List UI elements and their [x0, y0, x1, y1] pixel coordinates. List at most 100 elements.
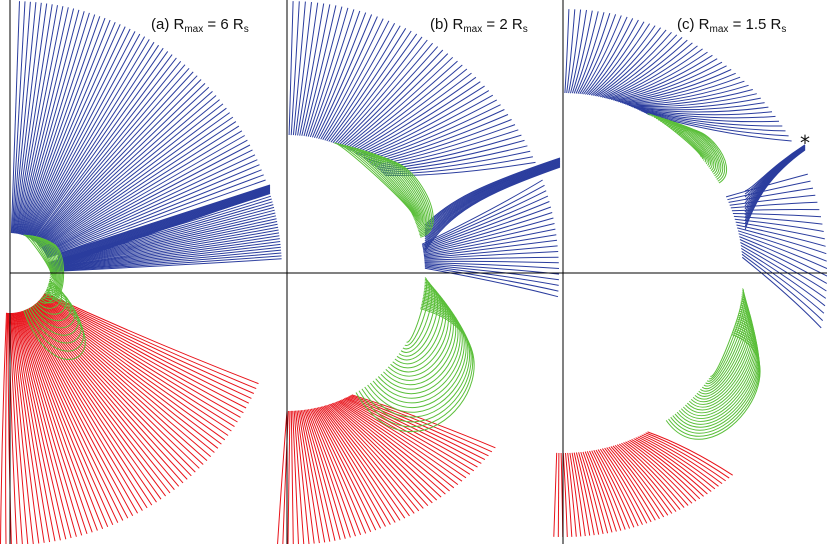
field-line-south: [631, 438, 704, 497]
field-line-north: [594, 27, 662, 97]
closed-loop: [685, 316, 757, 414]
field-line-south: [326, 404, 420, 512]
closed-loop: [25, 291, 84, 352]
closed-loop: [368, 156, 429, 234]
field-line-north: [307, 7, 349, 137]
closed-loop: [35, 238, 60, 294]
field-line-south: [33, 305, 188, 480]
field-line-south: [315, 407, 382, 529]
field-line-north: [26, 28, 131, 238]
closed-loop: [29, 288, 79, 336]
field-line-south: [571, 452, 586, 537]
closed-loop: [690, 310, 754, 405]
field-line-south: [323, 405, 410, 517]
panel-a-north-open-field-lines: [10, 1, 282, 273]
field-line-north: [326, 25, 401, 142]
field-line-north: [424, 158, 561, 230]
field-line-north: [48, 201, 273, 265]
field-line-south: [305, 409, 346, 539]
field-line-south: [614, 444, 673, 514]
field-line-north: [332, 33, 418, 144]
field-line-south: [608, 446, 660, 519]
field-line-north: [340, 46, 439, 147]
closed-loop: [372, 299, 465, 404]
field-line-south: [37, 301, 215, 453]
field-line-north: [566, 9, 576, 94]
closed-loop: [31, 286, 76, 329]
field-line-south: [637, 436, 716, 490]
field-line-south: [33, 304, 192, 477]
field-line-north: [20, 12, 90, 235]
field-line-north: [11, 1, 26, 234]
field-line-north: [14, 3, 48, 234]
field-line-north: [568, 9, 582, 94]
field-line-south: [24, 309, 129, 519]
field-line-south: [324, 405, 415, 514]
field-line-south: [341, 399, 467, 479]
field-line-north: [17, 6, 64, 234]
field-line-north: [57, 187, 271, 259]
field-line-south: [317, 407, 391, 525]
field-line-south: [32, 305, 184, 484]
field-line-north: [49, 243, 281, 271]
panel-a-closed-field-lines: [23, 234, 86, 361]
field-line-north: [564, 9, 570, 94]
field-line-south: [612, 445, 669, 516]
field-line-north: [424, 161, 561, 236]
field-line-north: [596, 29, 667, 97]
field-line-south: [595, 449, 635, 528]
field-line-south: [287, 410, 291, 544]
field-line-north: [25, 24, 121, 237]
field-line-north: [29, 39, 150, 239]
field-line-north: [23, 19, 111, 236]
field-line-north: [571, 10, 593, 94]
field-line-south: [333, 402, 442, 498]
field-line-north: [628, 89, 753, 107]
field-line-north: [44, 139, 248, 253]
field-line-north: [49, 241, 281, 270]
closed-loop: [672, 125, 722, 179]
field-line-north: [570, 9, 587, 94]
field-line-south: [18, 311, 88, 535]
field-line-south: [643, 433, 726, 482]
field-line-south: [0, 312, 7, 544]
field-line-north: [45, 154, 256, 255]
field-line-north: [355, 76, 477, 154]
panel-b-north-open-field-lines: [286, 1, 561, 298]
field-line-south: [40, 297, 238, 423]
field-line-south: [9, 312, 23, 544]
field-line-north: [741, 253, 824, 321]
field-line-north: [423, 223, 555, 254]
field-line-south: [557, 452, 560, 538]
field-line-south: [339, 399, 463, 482]
field-line-south: [22, 310, 114, 526]
closed-loop: [655, 117, 708, 165]
field-line-south: [312, 408, 372, 533]
field-line-north: [13, 2, 37, 234]
field-line-north: [45, 164, 260, 257]
field-line-south: [306, 409, 351, 538]
field-line-north: [42, 121, 237, 251]
field-line-north: [424, 158, 561, 228]
field-line-north: [330, 30, 412, 143]
field-line-south: [629, 439, 701, 500]
field-line-north: [322, 20, 390, 140]
field-line-south: [639, 435, 719, 487]
field-line-north: [423, 234, 557, 257]
field-line-south: [5, 312, 8, 544]
field-line-north: [741, 247, 826, 307]
field-line-north: [15, 4, 53, 234]
field-line-north: [642, 111, 783, 127]
field-line-north: [40, 103, 224, 248]
field-line-south: [13, 312, 56, 542]
field-line-south: [578, 452, 600, 535]
field-line-south: [296, 410, 315, 544]
field-line-south: [606, 447, 656, 521]
field-line-south: [589, 450, 622, 531]
closed-loop: [356, 150, 422, 227]
closed-loop: [657, 118, 710, 166]
panel-c-null-point-marker: *: [800, 131, 810, 155]
field-line-south: [39, 299, 229, 436]
field-line-north: [48, 195, 272, 264]
field-line-north: [630, 93, 757, 108]
